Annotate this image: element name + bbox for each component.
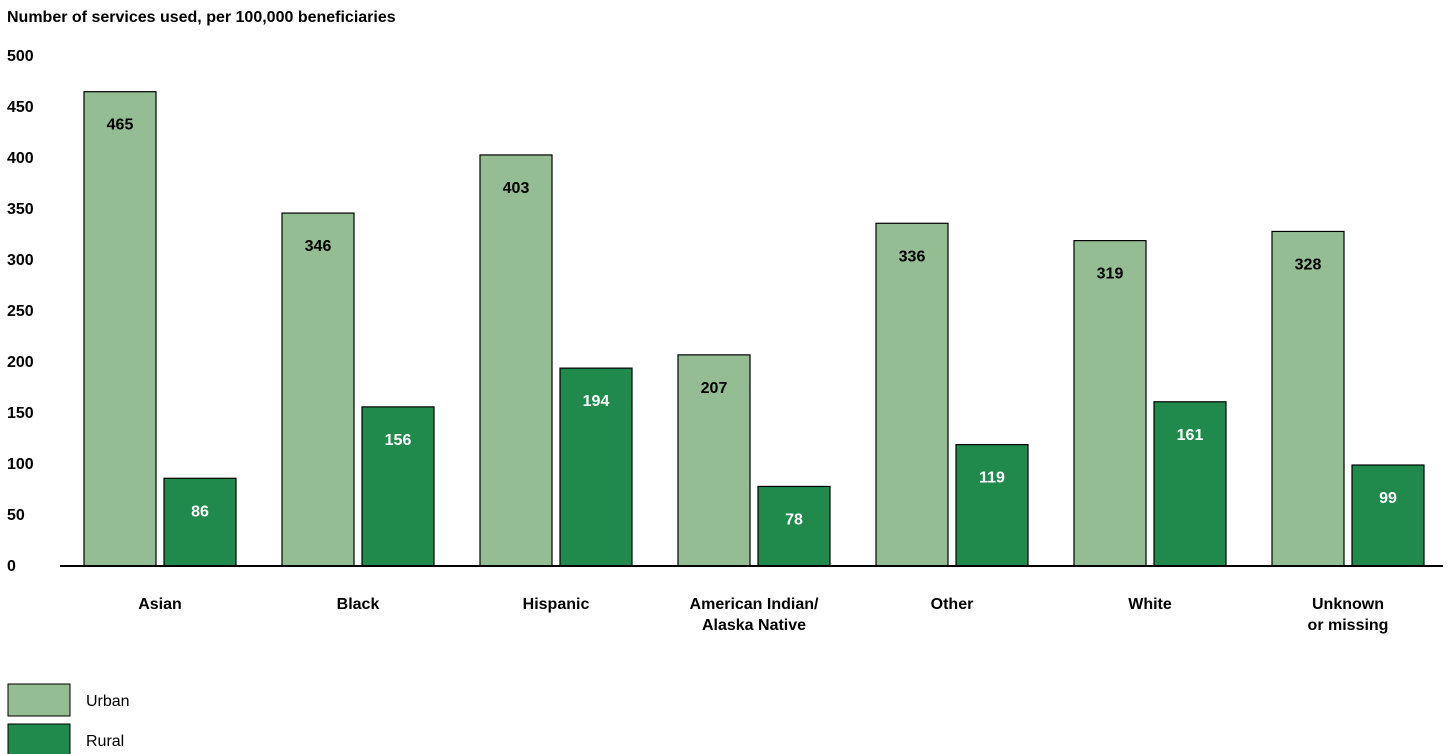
bar-rural: [163, 477, 237, 567]
x-tick-label: Asian: [138, 596, 182, 613]
data-label: 336: [899, 248, 926, 265]
y-tick-label: 200: [7, 354, 34, 371]
data-label: 319: [1097, 266, 1124, 283]
data-label: 465: [107, 117, 134, 134]
bar-urban: [677, 354, 751, 567]
bar-rural: [1351, 464, 1425, 567]
x-tick-label: Alaska Native: [702, 617, 806, 634]
bar-rural: [955, 444, 1029, 567]
bar-urban: [479, 154, 553, 567]
bar-urban: [83, 91, 157, 567]
y-tick-label: 0: [7, 558, 16, 575]
y-tick-label: 250: [7, 303, 34, 320]
y-tick-label: 300: [7, 252, 34, 269]
legend: Urban Rural: [7, 683, 130, 754]
data-label: 161: [1177, 427, 1204, 444]
bars: 465 86 346 156 403 194 207 78 336 119 319 161 328 99: [83, 91, 1425, 567]
data-label: 156: [385, 432, 412, 449]
data-label: 86: [191, 503, 209, 520]
y-tick-label: 150: [7, 405, 34, 422]
data-label: 328: [1295, 256, 1322, 273]
data-label: 78: [785, 511, 803, 528]
data-label: 207: [701, 380, 728, 397]
legend-swatch-urban: [7, 683, 71, 717]
y-axis-title: Number of services used, per 100,000 ben…: [7, 9, 396, 26]
x-tick-label: American Indian/: [690, 596, 819, 613]
x-tick-label: Hispanic: [523, 596, 590, 613]
legend-label-urban: Urban: [86, 693, 130, 710]
x-tick-label: Other: [931, 596, 974, 613]
bar-urban: [875, 222, 949, 567]
data-label: 119: [979, 470, 1005, 487]
data-label: 99: [1379, 490, 1397, 507]
y-tick-label: 400: [7, 150, 34, 167]
bar-rural: [559, 367, 633, 567]
x-tick-label: White: [1128, 596, 1172, 613]
bar-urban: [281, 212, 355, 567]
bar-urban: [1271, 230, 1345, 567]
y-tick-label: 50: [7, 507, 25, 524]
y-tick-label: 100: [7, 456, 34, 473]
bar-urban: [1073, 240, 1147, 567]
bar-rural: [361, 406, 435, 567]
data-label: 346: [305, 238, 332, 255]
x-tick-label: Black: [337, 596, 380, 613]
data-label: 194: [583, 393, 610, 410]
x-tick-label: Unknown: [1312, 596, 1384, 613]
legend-label-rural: Rural: [86, 733, 124, 750]
data-label: 403: [503, 180, 530, 197]
y-tick-label: 500: [7, 48, 34, 65]
y-axis-ticks: 0 50 100 150 200 250 300 350 400 450 500: [7, 48, 34, 575]
x-axis-labels: Asian Black Hispanic American Indian/Alaska…: [138, 596, 1388, 634]
legend-swatch-rural: [7, 723, 71, 754]
y-tick-label: 350: [7, 201, 34, 218]
x-tick-label: or missing: [1308, 617, 1389, 634]
bar-rural: [1153, 401, 1227, 567]
bar-rural: [757, 485, 831, 567]
y-tick-label: 450: [7, 99, 34, 116]
